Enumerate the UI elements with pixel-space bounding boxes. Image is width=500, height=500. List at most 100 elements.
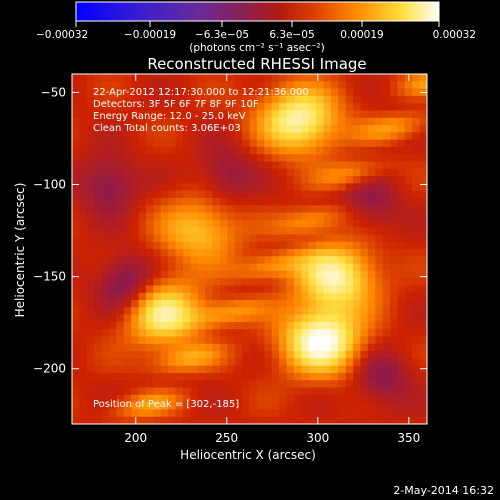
heatmap-cell [123, 205, 132, 213]
heatmap-cell [86, 321, 95, 330]
heatmap-cell [86, 74, 95, 82]
heatmap-cell [86, 146, 95, 155]
heatmap-cell [94, 88, 102, 97]
heatmap-cell [72, 176, 80, 184]
heatmap-cell [160, 95, 169, 104]
heatmap-cell [264, 197, 273, 206]
heatmap-cell [271, 103, 280, 111]
heatmap-cell [279, 278, 287, 286]
heatmap-cell [293, 110, 302, 119]
heatmap-cell [345, 190, 354, 199]
heatmap-cell [145, 387, 154, 396]
heatmap-cell [242, 183, 250, 192]
heatmap-cell [279, 402, 287, 410]
heatmap-cell [404, 183, 413, 192]
heatmap-cell [286, 74, 295, 82]
heatmap-cell [301, 358, 310, 367]
heatmap-cell [86, 95, 95, 104]
heatmap-cell [131, 263, 139, 272]
heatmap-cell [308, 117, 317, 126]
heatmap-cell [293, 278, 302, 286]
heatmap-cell [153, 219, 162, 228]
heatmap-cell [323, 74, 332, 82]
heatmap-cell [382, 409, 391, 418]
heatmap-cell [404, 402, 413, 410]
heatmap-cell [190, 234, 199, 243]
heatmap-cell [256, 74, 265, 82]
heatmap-cell [227, 81, 236, 89]
heatmap-cell [360, 351, 369, 359]
heatmap-cell [175, 103, 184, 111]
heatmap-cell [116, 234, 125, 243]
heatmap-cell [86, 103, 95, 111]
heatmap-cell [367, 256, 376, 264]
heatmap-cell [242, 74, 250, 82]
heatmap-cell [308, 81, 317, 89]
heatmap-cell [397, 285, 406, 294]
heatmap-cell [419, 292, 428, 301]
heatmap-cell [86, 416, 95, 425]
heatmap-cell [197, 402, 206, 410]
heatmap-cell [242, 103, 250, 111]
heatmap-cell [190, 161, 199, 170]
heatmap-cell [390, 365, 398, 374]
heatmap-cell [316, 278, 324, 286]
heatmap-cell [375, 336, 384, 345]
heatmap-cell [205, 190, 213, 199]
heatmap-cell [338, 95, 347, 104]
heatmap-cell [219, 95, 228, 104]
heatmap-cell [308, 74, 317, 82]
heatmap-cell [86, 88, 95, 97]
heatmap-cell [138, 336, 147, 345]
heatmap-cell [367, 351, 376, 359]
heatmap-cell [72, 241, 80, 250]
heatmap-cell [72, 402, 80, 410]
heatmap-cell [131, 270, 139, 279]
heatmap-cell [153, 292, 162, 301]
heatmap-cell [256, 117, 265, 126]
heatmap-cell [256, 314, 265, 323]
heatmap-cell [108, 365, 117, 374]
heatmap-cell [108, 300, 117, 308]
heatmap-cell [153, 81, 162, 89]
heatmap-cell [116, 227, 125, 235]
heatmap-cell [271, 394, 280, 403]
heatmap-cell [382, 227, 391, 235]
heatmap-cell [419, 270, 428, 279]
heatmap-cell [264, 278, 273, 286]
heatmap-cell [279, 358, 287, 367]
heatmap-cell [182, 329, 191, 337]
heatmap-cell [353, 321, 361, 330]
heatmap-cell [182, 249, 191, 257]
heatmap-cell [197, 168, 206, 177]
heatmap-cell [227, 139, 236, 148]
heatmap-cell [123, 249, 132, 257]
heatmap-cell [330, 270, 339, 279]
heatmap-cell [360, 205, 369, 213]
heatmap-cell [79, 146, 88, 155]
heatmap-cell [390, 416, 398, 425]
heatmap-cell [286, 409, 295, 418]
heatmap-cell [219, 74, 228, 82]
heatmap-cell [190, 205, 199, 213]
heatmap-cell [138, 168, 147, 177]
heatmap-cell [419, 241, 428, 250]
heatmap-cell [182, 402, 191, 410]
heatmap-cell [256, 197, 265, 206]
heatmap-cell [249, 365, 258, 374]
heatmap-cell [116, 110, 125, 119]
heatmap-cell [212, 183, 221, 192]
heatmap-cell [264, 110, 273, 119]
heatmap-cell [72, 314, 80, 323]
heatmap-cell [271, 176, 280, 184]
heatmap-cell [212, 234, 221, 243]
heatmap-cell [316, 329, 324, 337]
heatmap-cell [256, 146, 265, 155]
heatmap-cell [345, 139, 354, 148]
heatmap-cell [86, 161, 95, 170]
heatmap-cell [72, 329, 80, 337]
heatmap-cell [286, 278, 295, 286]
heatmap-cell [367, 219, 376, 228]
heatmap-cell [330, 183, 339, 192]
heatmap-cell [375, 314, 384, 323]
